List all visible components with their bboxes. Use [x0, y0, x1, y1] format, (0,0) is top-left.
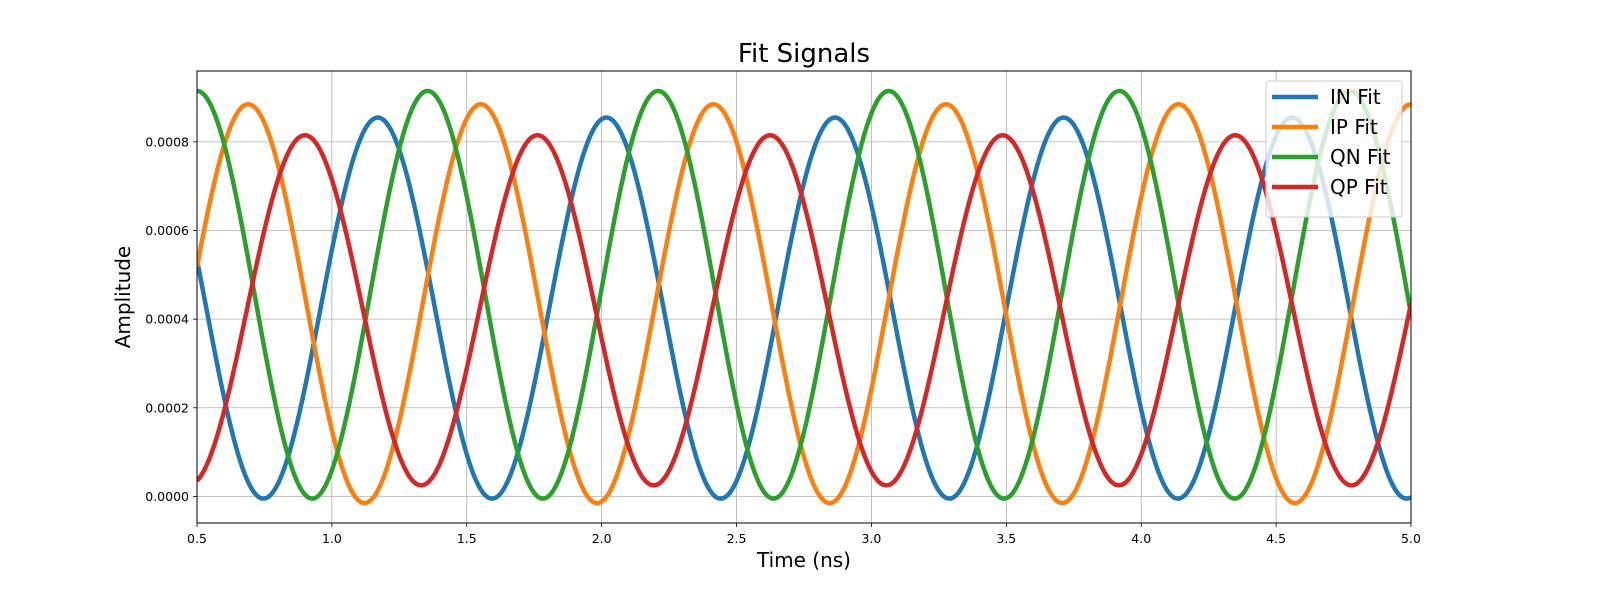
chart-title: Fit Signals: [738, 39, 870, 69]
y-tick-label: 0.0008: [145, 134, 189, 149]
y-tick-label: 0.0004: [145, 312, 189, 327]
legend-label: QN Fit: [1330, 145, 1391, 169]
series-line-qp-fit: [197, 133, 1411, 488]
grid-layer: [196, 71, 1412, 523]
x-tick-label: 0.5: [187, 531, 207, 546]
legend-label: QP Fit: [1330, 175, 1388, 199]
x-axis-ticks: 0.5 1.0 1.5 2.0 2.5 3.0 3.5 4.0 4.5 5.0: [187, 523, 1421, 546]
x-tick-label: 4.5: [1266, 531, 1286, 546]
x-tick-label: 5.0: [1401, 531, 1421, 546]
y-axis-label: Amplitude: [111, 246, 135, 349]
x-tick-label: 2.5: [727, 531, 747, 546]
y-axis-ticks: 0.0000 0.0002 0.0004 0.0006 0.0008: [145, 134, 197, 504]
x-tick-label: 3.5: [996, 531, 1016, 546]
series-line-in-fit: [197, 115, 1411, 501]
x-tick-label: 4.0: [1131, 531, 1151, 546]
y-tick-label: 0.0006: [145, 223, 189, 238]
plot-frame: [196, 70, 1412, 524]
legend: IN Fit IP Fit QN Fit QP Fit: [1265, 80, 1403, 218]
series-line-qn-fit: [197, 88, 1411, 501]
y-tick-label: 0.0002: [145, 400, 189, 415]
x-tick-label: 2.0: [592, 531, 612, 546]
legend-label: IP Fit: [1330, 115, 1378, 139]
x-tick-label: 3.0: [861, 531, 881, 546]
x-tick-label: 1.5: [457, 531, 477, 546]
legend-box: [1265, 80, 1403, 218]
x-axis-label: Time (ns): [756, 548, 851, 572]
y-tick-label: 0.0000: [145, 489, 189, 504]
legend-label: IN Fit: [1330, 85, 1381, 109]
x-tick-label: 1.0: [322, 531, 342, 546]
series-layer: [197, 88, 1411, 506]
series-line-ip-fit: [197, 101, 1411, 506]
